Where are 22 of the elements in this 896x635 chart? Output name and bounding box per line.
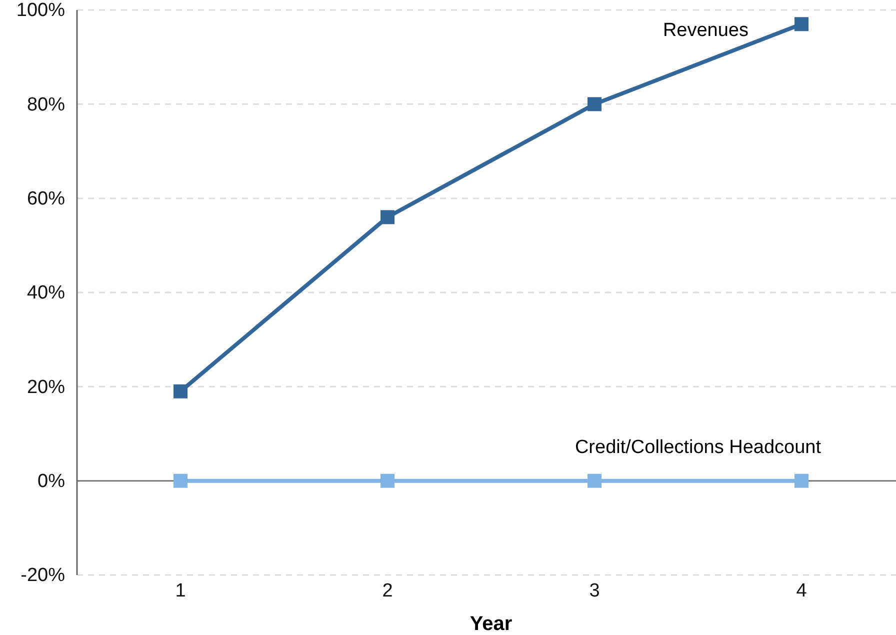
y-tick-label: 40% — [26, 282, 66, 304]
x-tick-label: 4 — [796, 580, 808, 602]
point — [380, 210, 394, 224]
y-tick-label: 60% — [26, 188, 66, 210]
x-axis-title: Year — [470, 613, 512, 635]
y-tick-label: 20% — [26, 376, 66, 398]
y-tick-label: 100% — [16, 0, 66, 22]
point — [174, 474, 188, 488]
point — [380, 474, 394, 488]
x-tick-label: 2 — [382, 580, 393, 602]
y-tick-label: 80% — [26, 94, 66, 116]
point — [588, 97, 602, 112]
series-label: Credit/Collections Headcount — [574, 436, 822, 458]
y-tick-label: 0% — [38, 470, 66, 492]
x-tick-label: 1 — [175, 580, 186, 602]
point — [794, 474, 808, 488]
point — [174, 384, 188, 398]
point — [794, 17, 808, 32]
y-tick-label: -20% — [20, 565, 66, 586]
series-label: Revenues — [662, 20, 748, 42]
x-tick-label: 3 — [589, 580, 600, 602]
point — [588, 474, 602, 488]
